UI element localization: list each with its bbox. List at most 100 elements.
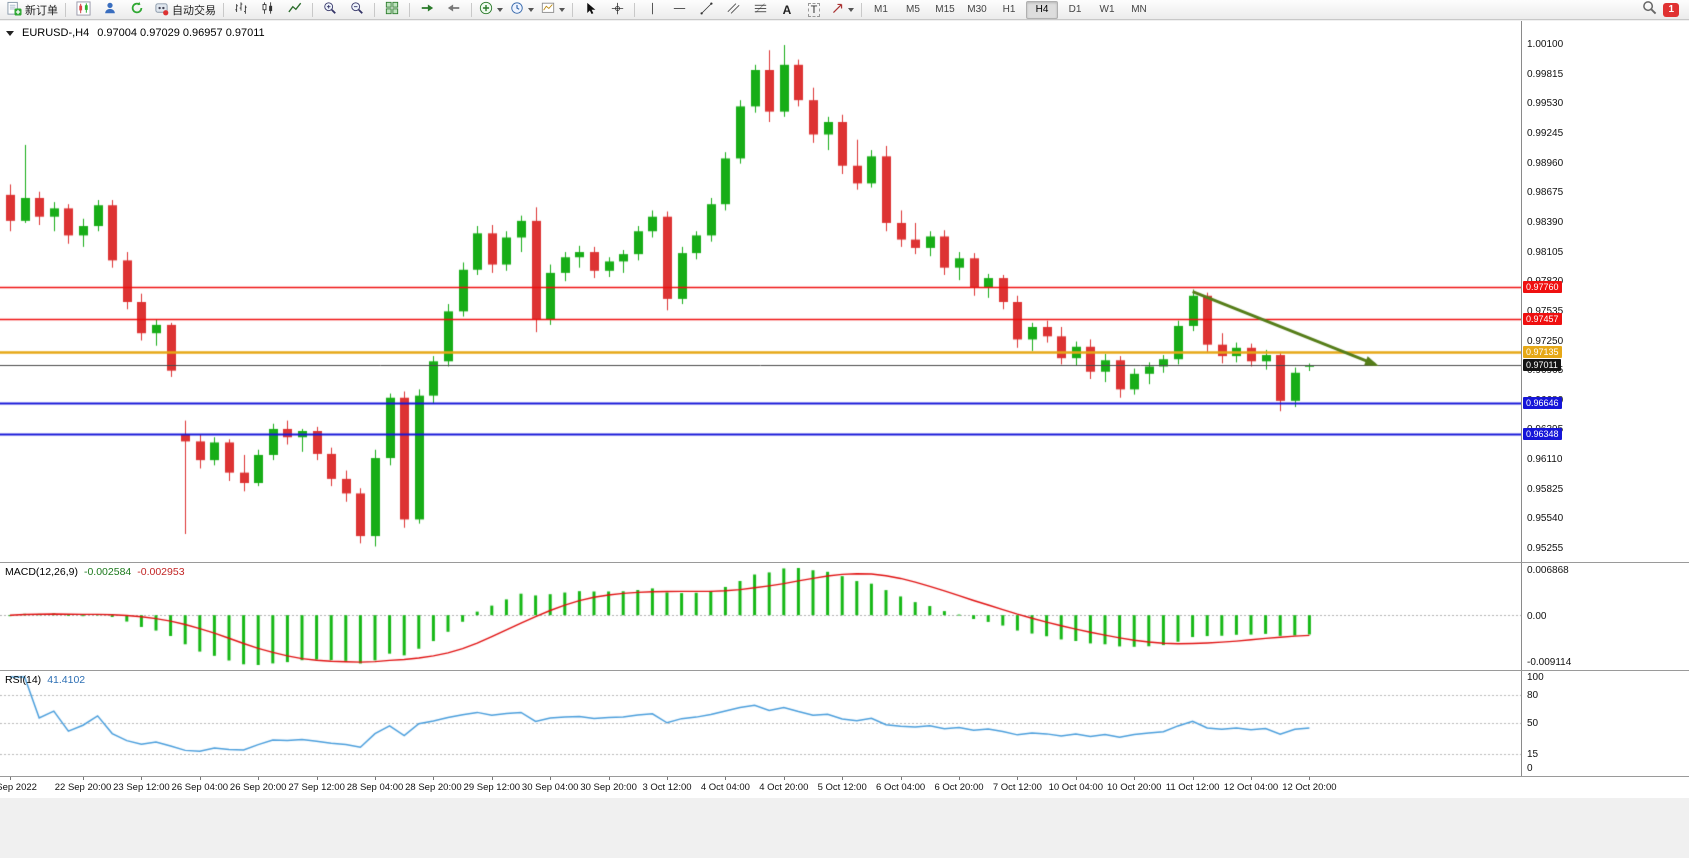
time-tick	[609, 777, 610, 780]
cursor-tool-button[interactable]	[577, 1, 603, 19]
time-tick-label: 22 Sep 20:00	[54, 782, 112, 793]
panel-separator[interactable]	[0, 776, 1689, 777]
zoom-in-button[interactable]	[317, 1, 343, 19]
refresh-button[interactable]	[124, 1, 150, 19]
dropdown-caret-icon	[848, 7, 854, 12]
time-tick	[1076, 777, 1077, 780]
auto-trading-button[interactable]: 自动交易	[151, 1, 219, 19]
time-tick-label: 22 Sep 2022	[0, 782, 37, 793]
chart-shift-icon	[447, 1, 461, 18]
time-tick-label: 23 Sep 12:00	[113, 782, 170, 793]
profile-icon	[103, 1, 117, 18]
channel-tool-button[interactable]	[720, 1, 746, 19]
rsi-canvas[interactable]	[0, 671, 1521, 776]
panel-separator[interactable]	[0, 670, 1689, 671]
new-order-label: 新订单	[25, 4, 58, 17]
rsi-tick-label: 0	[1527, 763, 1533, 774]
macd-tick-label: 0.00	[1527, 610, 1547, 622]
fibonacci-tool-button[interactable]	[747, 1, 773, 19]
vertical-line-tool-button[interactable]	[639, 1, 665, 19]
time-tick-label: 29 Sep 12:00	[463, 782, 521, 793]
templates-button[interactable]	[538, 1, 568, 19]
macd-axis[interactable]: 0.006868 0.00 -0.009114	[1521, 563, 1689, 670]
time-tick	[667, 777, 668, 780]
tile-windows-button[interactable]	[379, 1, 405, 19]
toolbar-separator	[223, 2, 224, 17]
time-tick	[258, 777, 259, 780]
price-tick-label: 0.95540	[1527, 513, 1564, 525]
timeframe-h4-button[interactable]: H4	[1026, 0, 1058, 19]
level-price-badge: 0.97760	[1523, 281, 1562, 294]
profiles-button[interactable]	[97, 1, 123, 19]
price-tick-label: 0.95825	[1527, 483, 1564, 495]
time-tick-label: 30 Sep 20:00	[580, 782, 637, 793]
horizontal-line-tool-button[interactable]	[666, 1, 692, 19]
time-tick	[1309, 777, 1310, 780]
indicators-icon	[479, 1, 493, 18]
macd-name: MACD(12,26,9)	[5, 566, 78, 578]
trendline-tool-button[interactable]	[693, 1, 719, 19]
bar-chart-mode-button[interactable]	[228, 1, 254, 19]
timeframe-m15-button[interactable]: M15	[935, 4, 955, 15]
time-tick	[1193, 777, 1194, 780]
refresh-icon	[130, 1, 144, 18]
text-label-tool-button[interactable]: T	[801, 1, 827, 19]
dropdown-caret-icon	[497, 7, 503, 12]
notification-badge[interactable]: 1	[1663, 2, 1679, 17]
indicators-button[interactable]	[476, 1, 506, 19]
toolbar-separator	[374, 2, 375, 17]
price-tick-label: 1.00100	[1527, 38, 1564, 50]
timeframe-m1-button[interactable]: M1	[874, 4, 888, 15]
time-tick-label: 12 Oct 20:00	[1282, 782, 1337, 793]
toolbar-separator	[65, 2, 66, 17]
rsi-tick-label: 100	[1527, 672, 1544, 683]
price-chart-canvas[interactable]	[0, 21, 1521, 562]
chart-collapse-icon[interactable]	[6, 30, 14, 36]
price-tick-label: 0.95255	[1527, 543, 1564, 555]
toolbar-separator	[861, 2, 862, 17]
timeframe-mn-button[interactable]: MN	[1131, 4, 1147, 15]
level-price-badge: 0.96348	[1523, 428, 1562, 441]
text-tool-icon: A	[782, 2, 792, 17]
panel-separator[interactable]	[0, 562, 1689, 563]
crosshair-tool-button[interactable]	[604, 1, 630, 19]
new-order-button[interactable]: 新订单	[4, 1, 61, 19]
charts-button[interactable]	[70, 0, 96, 19]
auto-scroll-button[interactable]	[414, 1, 440, 19]
time-tick-label: 6 Oct 04:00	[876, 782, 926, 793]
zoom-out-button[interactable]	[344, 1, 370, 19]
timeframe-h1-button[interactable]: H1	[1002, 4, 1016, 15]
macd-canvas[interactable]	[0, 563, 1521, 670]
time-tick	[492, 777, 493, 780]
level-price-badge: 0.96646	[1523, 397, 1562, 410]
cursor-icon	[584, 2, 597, 18]
timeframe-m30-button[interactable]: M30	[967, 4, 987, 15]
text-tool-button[interactable]: A	[774, 1, 800, 19]
timeframe-w1-button[interactable]: W1	[1099, 4, 1115, 15]
line-chart-mode-button[interactable]	[282, 1, 308, 19]
toolbar: 新订单 自动交易	[0, 0, 1689, 20]
arrow-shape-icon	[831, 2, 844, 18]
timeframe-m5-button[interactable]: M5	[906, 4, 920, 15]
toolbar-separator	[312, 2, 313, 17]
price-tick-label: 0.98675	[1527, 187, 1564, 199]
time-tick-label: 27 Sep 12:00	[288, 782, 345, 793]
price-axis[interactable]: 1.00100 0.99815 0.99530 0.99245 0.98960 0.986…	[1521, 21, 1689, 562]
periods-button[interactable]	[507, 1, 537, 19]
line-chart-icon	[288, 1, 302, 18]
rsi-value: 41.4102	[47, 674, 86, 686]
time-tick-label: 26 Sep 20:00	[229, 782, 287, 793]
rsi-axis[interactable]: 100 80 50 15 0	[1521, 671, 1689, 776]
arrows-tool-button[interactable]	[828, 1, 857, 19]
level-price-badge: 0.97457	[1523, 312, 1562, 325]
price-tick-label: 0.97250	[1527, 335, 1564, 347]
candle-chart-mode-button[interactable]	[255, 1, 281, 19]
price-tick-label: 0.99245	[1527, 127, 1564, 139]
search-icon[interactable]	[1642, 0, 1657, 20]
chart-shift-button[interactable]	[441, 1, 467, 19]
time-tick-label: 30 Sep 04:00	[521, 782, 579, 793]
timeframe-d1-button[interactable]: D1	[1068, 4, 1082, 15]
time-tick	[375, 777, 376, 780]
time-tick	[1134, 777, 1135, 780]
